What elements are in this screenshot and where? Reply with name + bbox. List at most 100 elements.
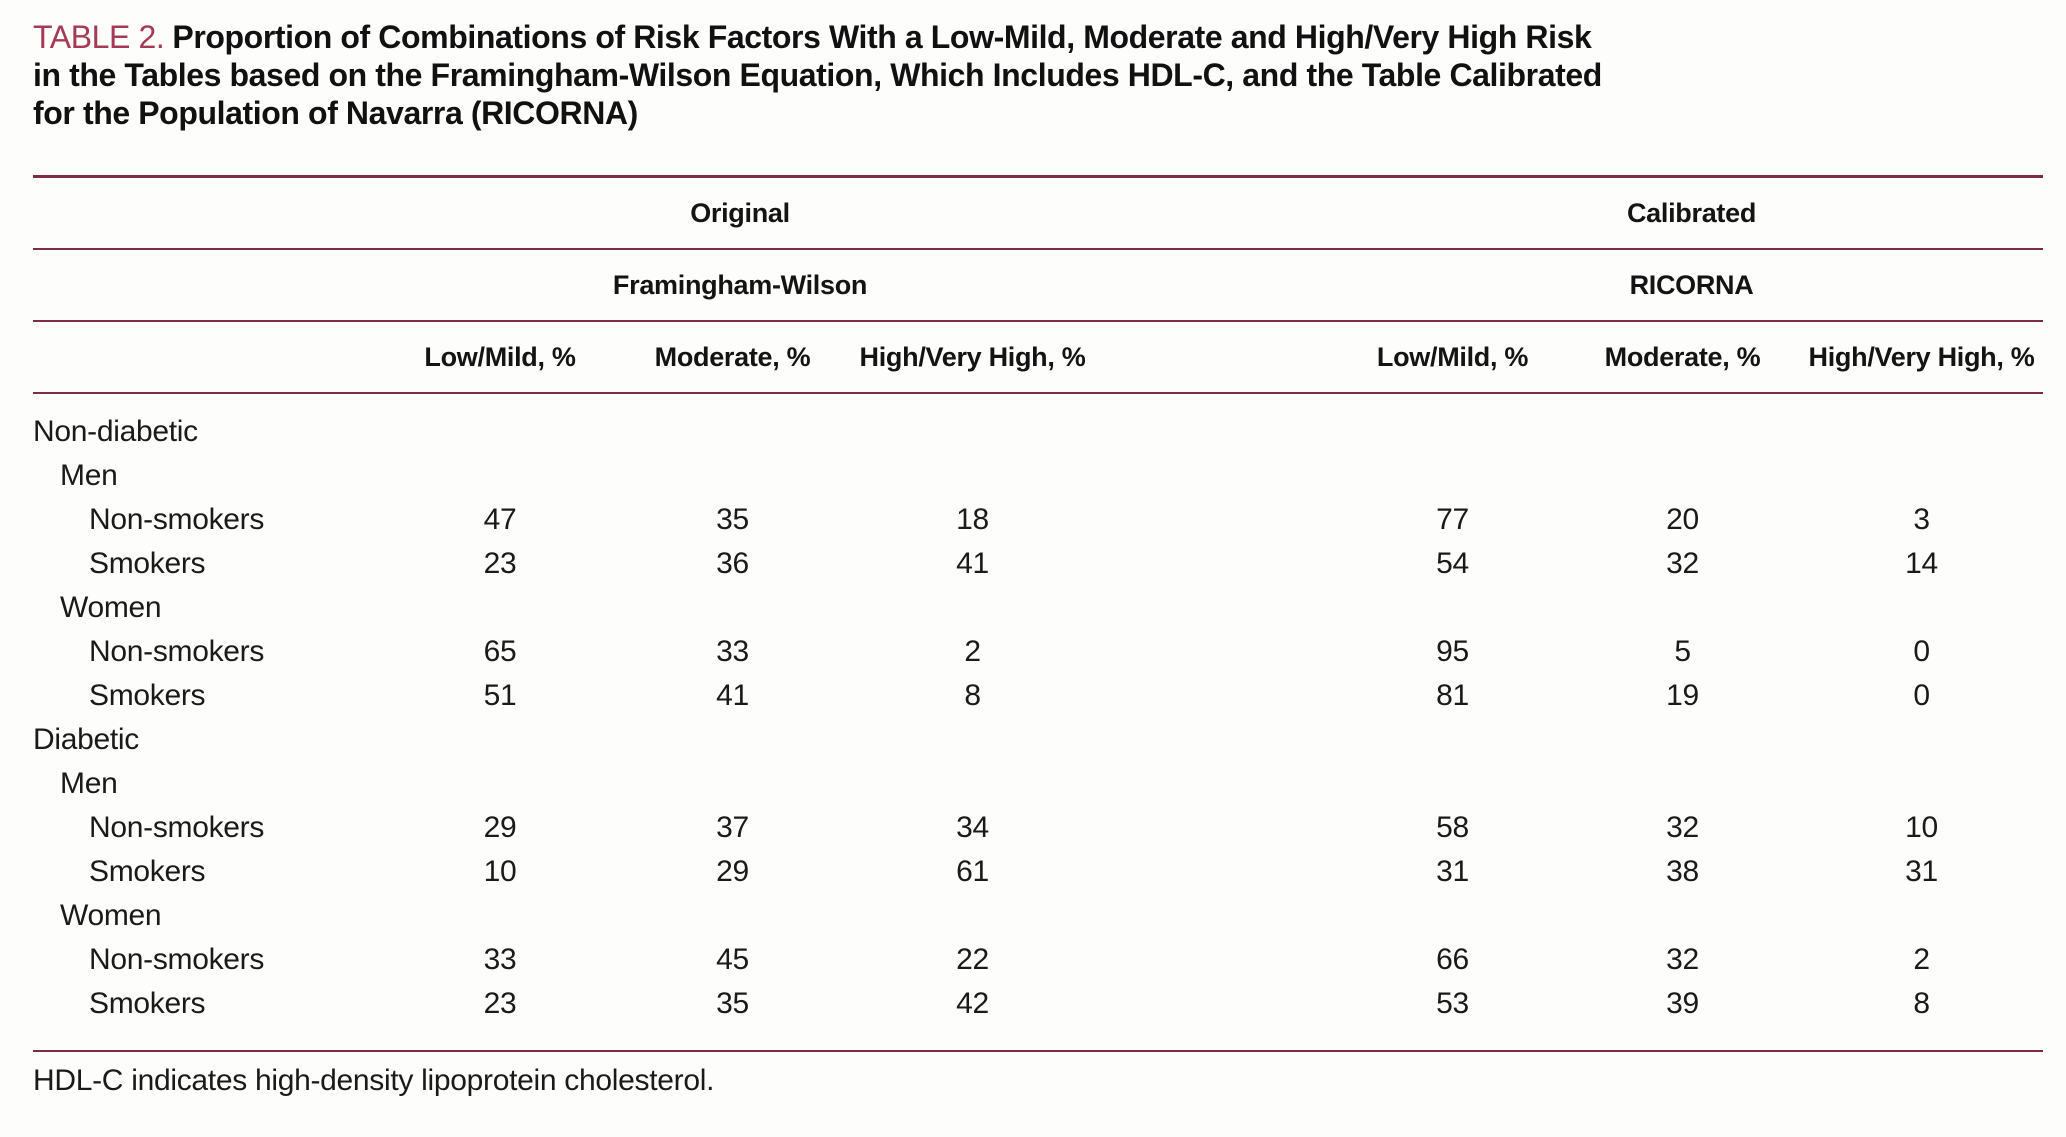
- table-row: Smokers 51 41 8 81 19 0: [33, 674, 2043, 718]
- cell-value: 35: [716, 987, 749, 1020]
- cell-value: [390, 762, 610, 806]
- column-spacer: [1090, 762, 1340, 806]
- title-text-1: Proportion of Combinations of Risk Facto…: [172, 19, 1592, 55]
- column-header-original-moderate: Moderate, %: [610, 321, 855, 394]
- cell-value: 20: [1666, 503, 1699, 536]
- risk-table: Original Calibrated Framingham-Wilson RI…: [33, 175, 2044, 1052]
- cell-value: [1565, 586, 1800, 630]
- cell-value: [1340, 762, 1565, 806]
- footnote: HDL-C indicates high-density lipoprotein…: [33, 1064, 715, 1097]
- cell-value: 22: [956, 943, 989, 976]
- column-header-calibrated-moderate: Moderate, %: [1565, 321, 1801, 394]
- cell-value: 2: [964, 635, 981, 668]
- cell-value: 8: [964, 679, 981, 712]
- cell-value: 39: [1666, 987, 1699, 1020]
- cell-value: [1340, 393, 1565, 454]
- table-row: Non-diabetic: [33, 393, 2043, 454]
- cell-value: 10: [483, 855, 517, 888]
- cell-value: 95: [1436, 635, 1469, 668]
- cell-value: [1800, 894, 2043, 938]
- cell-value: 42: [956, 987, 989, 1020]
- cell-value: 31: [1436, 855, 1469, 888]
- cell-value: [1800, 454, 2043, 498]
- column-spacer: [1090, 938, 1340, 982]
- cell-value: [1565, 454, 1800, 498]
- cell-value: [1565, 762, 1800, 806]
- cell-value: 47: [483, 503, 517, 536]
- cell-value: 14: [1905, 547, 1938, 580]
- cell-value: [1565, 393, 1800, 454]
- method-header-ricorna: RICORNA: [1340, 249, 2044, 322]
- cell-value: 66: [1436, 943, 1469, 976]
- cell-value: 34: [956, 811, 989, 844]
- cell-value: [1340, 586, 1565, 630]
- cell-value: [855, 894, 1090, 938]
- cell-value: 33: [483, 943, 517, 976]
- table-row: Smokers 23 35 42 53 39 8: [33, 982, 2043, 1026]
- cell-value: 5: [1674, 635, 1691, 668]
- cell-value: 32: [1666, 943, 1699, 976]
- column-spacer: [1090, 894, 1340, 938]
- row-label: Non-smokers: [89, 811, 265, 844]
- cell-value: 41: [956, 547, 989, 580]
- cell-value: [390, 894, 610, 938]
- cell-value: 18: [956, 503, 989, 536]
- head-label-spacer: [33, 321, 390, 394]
- row-label: Non-smokers: [89, 503, 265, 536]
- table-row: Non-smokers 29 37 34 58 32 10: [33, 806, 2043, 850]
- cell-value: [610, 393, 855, 454]
- cell-value: [1340, 894, 1565, 938]
- table-row: Smokers 23 36 41 54 32 14: [33, 542, 2043, 586]
- cell-value: [610, 894, 855, 938]
- cell-value: 10: [1905, 811, 1938, 844]
- cell-value: [390, 586, 610, 630]
- bottom-rule: [33, 1026, 2044, 1052]
- cell-value: [1800, 586, 2043, 630]
- table-row: Smokers 10 29 61 31 38 31: [33, 850, 2043, 894]
- column-header-original-high-very-high: High/Very High, %: [855, 321, 1091, 394]
- cell-value: 31: [1905, 855, 1938, 888]
- column-header-calibrated-high-very-high: High/Very High, %: [1800, 321, 2044, 394]
- cell-value: [610, 762, 855, 806]
- column-spacer: [1090, 175, 1341, 250]
- group-header-calibrated: Calibrated: [1340, 175, 2044, 250]
- table-row: Men: [33, 762, 2043, 806]
- table-row: Non-smokers 47 35 18 77 20 3: [33, 498, 2043, 542]
- cell-value: 51: [483, 679, 517, 712]
- table-row: Diabetic: [33, 718, 2043, 762]
- cell-value: [855, 762, 1090, 806]
- cell-value: 2: [1913, 943, 1930, 976]
- cell-value: 33: [716, 635, 749, 668]
- method-header-framingham-wilson: Framingham-Wilson: [390, 249, 1091, 322]
- cell-value: 45: [716, 943, 749, 976]
- row-label: Non-diabetic: [33, 415, 198, 448]
- cell-value: [390, 718, 610, 762]
- cell-value: 58: [1436, 811, 1469, 844]
- head-label-spacer: [33, 175, 390, 250]
- cell-value: [1340, 454, 1565, 498]
- column-spacer: [1090, 630, 1340, 674]
- cell-value: [390, 454, 610, 498]
- cell-value: 0: [1913, 635, 1930, 668]
- column-spacer: [1090, 718, 1340, 762]
- cell-value: 32: [1666, 811, 1699, 844]
- cell-value: 81: [1436, 679, 1469, 712]
- table-body: Non-diabetic Men Non-smokers 47 35 18 77 20 3 Smo…: [33, 393, 2043, 1026]
- cell-value: [855, 393, 1090, 454]
- table-foot: [33, 1026, 2044, 1052]
- cell-value: 29: [483, 811, 517, 844]
- cell-value: 61: [956, 855, 989, 888]
- cell-value: 38: [1666, 855, 1699, 888]
- cell-value: 32: [1666, 547, 1699, 580]
- table-row: Non-smokers 33 45 22 66 32 2: [33, 938, 2043, 982]
- cell-value: 36: [716, 547, 749, 580]
- cell-value: 65: [483, 635, 517, 668]
- cell-value: [1800, 393, 2043, 454]
- cell-value: [1340, 718, 1565, 762]
- column-header-calibrated-low-mild: Low/Mild, %: [1340, 321, 1566, 394]
- table-row: Men: [33, 454, 2043, 498]
- method-header-row: Framingham-Wilson RICORNA: [33, 249, 2044, 322]
- row-label: Non-smokers: [89, 635, 265, 668]
- column-spacer: [1090, 498, 1340, 542]
